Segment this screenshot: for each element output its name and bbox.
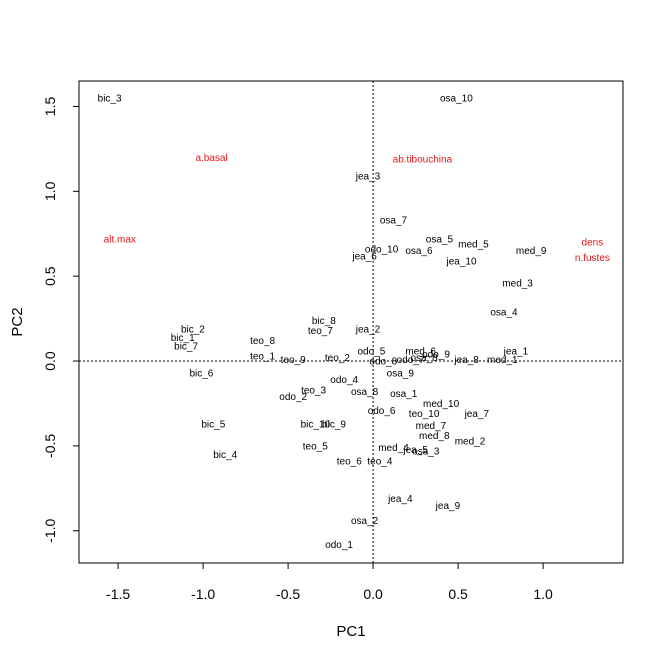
point-label: teo_7	[308, 326, 333, 337]
variable-label: n.fustes	[575, 253, 610, 264]
point-label: teo_1	[250, 351, 275, 362]
point-label: teo_4	[367, 457, 392, 468]
point-label: teo_2	[325, 353, 350, 364]
point-label: odo_7	[397, 355, 425, 366]
x-tick-label: 0.0	[363, 586, 383, 602]
point-label: odo_5	[357, 346, 385, 357]
x-tick-label: 1.0	[533, 586, 553, 602]
point-label: med_1	[487, 355, 518, 366]
point-label: odo_4	[330, 375, 358, 386]
point-label: jea_10	[445, 256, 476, 267]
point-label: osa_2	[351, 516, 379, 527]
point-label: jea_8	[453, 355, 479, 366]
point-label: osa_8	[351, 387, 379, 398]
point-label: med_7	[416, 421, 447, 432]
y-tick-label: -0.5	[42, 434, 58, 458]
point-label: jea_6	[351, 251, 377, 262]
point-label: odo_10	[365, 245, 399, 256]
point-label: osa_9	[387, 368, 415, 379]
point-label: osa_10	[440, 93, 473, 104]
variable-label: a.basal	[195, 153, 227, 164]
point-label: odo_9	[422, 350, 450, 361]
point-label: osa_4	[490, 307, 518, 318]
point-label: jea_5	[402, 445, 428, 456]
point-label: bic_2	[181, 324, 205, 335]
y-tick-label: -1.0	[42, 518, 58, 542]
point-label: jea_3	[355, 172, 381, 183]
point-label: med_8	[419, 431, 450, 442]
point-label: osa_3	[412, 446, 440, 457]
x-tick-label: -0.5	[276, 586, 300, 602]
point-label: odo_8	[369, 357, 397, 368]
y-axis-title: PC2	[9, 307, 26, 336]
point-label: bic_1	[171, 333, 195, 344]
point-label: osa_8	[410, 353, 438, 364]
point-label: teo_6	[337, 457, 362, 468]
point-label: jea_1	[503, 346, 529, 357]
variable-label: ab.tibouchina	[393, 155, 453, 166]
y-tick-label: 0.0	[42, 351, 58, 371]
x-axis-title: PC1	[336, 623, 365, 640]
point-label: jea_7	[464, 409, 490, 420]
point-label: odo_6	[368, 406, 396, 417]
point-label: bic_7	[174, 341, 198, 352]
point-label: med_3	[502, 278, 533, 289]
plot-frame	[78, 80, 624, 564]
point-label: teo_10	[409, 409, 440, 420]
point-label: teo_9	[281, 355, 306, 366]
variable-label: alt.max	[104, 234, 136, 245]
point-label: bic_5	[201, 419, 225, 430]
point-label: med_9	[516, 246, 547, 257]
point-label: bic_3	[98, 93, 122, 104]
point-label: bic_9	[322, 419, 346, 430]
point-label: teo_5	[303, 441, 328, 452]
point-label: teo_3	[301, 385, 326, 396]
point-label: osa_7	[380, 216, 408, 227]
point-label: bic_6	[189, 368, 213, 379]
point-label: teo_8	[250, 336, 275, 347]
point-label: bic_8	[312, 316, 336, 327]
x-tick-label: 0.5	[448, 586, 468, 602]
point-label: med_10	[423, 399, 460, 410]
point-label: osa_6	[405, 246, 433, 257]
point-label: osa_5	[426, 234, 454, 245]
point-label: jea_9	[435, 501, 461, 512]
variable-label: dens	[582, 238, 604, 249]
point-label: bic_10	[301, 419, 331, 430]
point-label: med_4	[378, 443, 409, 454]
y-tick-label: 1.0	[42, 181, 58, 201]
point-label: med_6	[405, 346, 436, 357]
point-label: jea_4	[387, 494, 413, 505]
point-label: med_5	[458, 239, 489, 250]
point-label: jea_2	[355, 324, 381, 335]
point-label: osa_1	[390, 389, 418, 400]
x-tick-label: -1.0	[191, 586, 215, 602]
point-label: med_2	[455, 436, 486, 447]
y-tick-label: 0.5	[42, 266, 58, 286]
point-label: odo_2	[279, 392, 307, 403]
y-tick-label: 1.5	[42, 97, 58, 117]
x-tick-label: -1.5	[106, 586, 130, 602]
point-label: odo_1	[325, 540, 353, 551]
point-label: bic_4	[213, 450, 237, 461]
